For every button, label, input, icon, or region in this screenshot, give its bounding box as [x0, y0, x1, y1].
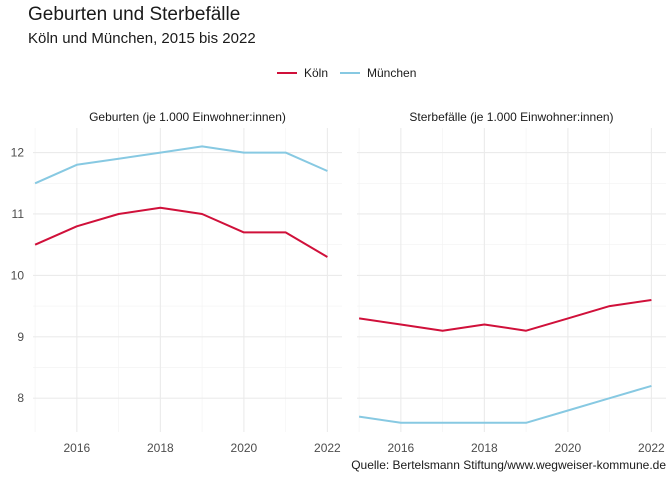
x-tick-label: 2022: [638, 441, 665, 455]
chart-title: Geburten und Sterbefälle: [28, 4, 241, 25]
legend-label-m-nchen: München: [367, 66, 416, 80]
y-tick-label: 9: [17, 330, 24, 344]
series-line-m-nchen-panel-1: [34, 145, 328, 185]
series-line-k-ln-panel-2: [358, 299, 652, 332]
x-tick-label: 2018: [471, 441, 498, 455]
panel-label-1: Geburten (je 1.000 Einwohner:innen): [89, 110, 286, 124]
y-tick-label: 12: [11, 146, 25, 160]
chart-subtitle: Köln und München, 2015 bis 2022: [28, 30, 256, 47]
x-tick-label: 2020: [231, 441, 258, 455]
y-tick-label: 10: [11, 268, 25, 282]
x-tick-label: 2022: [314, 441, 341, 455]
legend-label-k-ln: Köln: [304, 66, 328, 80]
x-tick-label: 2016: [387, 441, 414, 455]
x-tick-label: 2016: [63, 441, 90, 455]
x-tick-label: 2018: [147, 441, 174, 455]
series-line-k-ln-panel-1: [34, 206, 328, 258]
series-line-m-nchen-panel-2: [358, 384, 652, 424]
y-tick-label: 11: [12, 207, 25, 221]
y-tick-label: 8: [17, 391, 24, 405]
x-tick-label: 2020: [555, 441, 582, 455]
panel-label-2: Sterbefälle (je 1.000 Einwohner:innen): [409, 110, 613, 124]
source-caption: Quelle: Bertelsmann Stiftung/www.wegweis…: [351, 458, 666, 472]
